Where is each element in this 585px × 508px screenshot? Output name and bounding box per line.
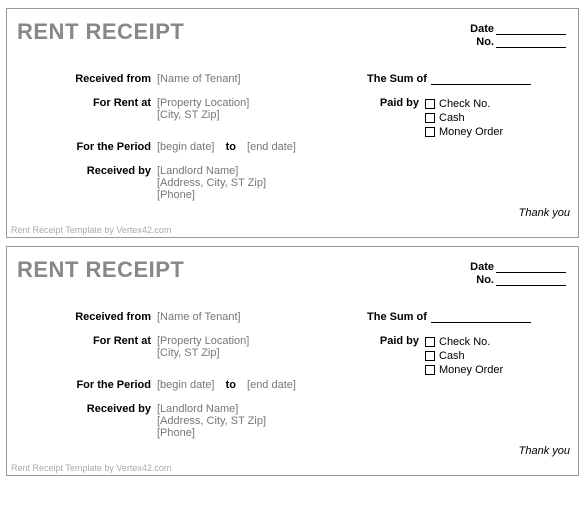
no-label: No. [476,36,494,48]
sum-line [431,73,531,85]
property-line2: [City, ST Zip] [157,109,367,121]
checkbox-cash [425,113,435,123]
to-label: to [218,379,244,391]
property-line1: [Property Location] [157,335,367,347]
paid-by-label: Paid by [367,335,425,377]
for-rent-label: For Rent at [17,335,157,377]
paid-by-label: Paid by [367,97,425,139]
pay-options: Check No. Cash Money Order [425,97,503,139]
period-values: [begin date] to [end date] [157,141,367,153]
meta-block: Date No. [470,261,566,287]
to-label: to [218,141,244,153]
pay-check-label: Check No. [439,336,490,348]
landlord-info: [Landlord Name] [Address, City, ST Zip] … [157,165,367,201]
received-from-label: Received from [17,311,157,323]
received-by-label: Received by [17,165,157,201]
checkbox-money-order [425,365,435,375]
pay-cash-label: Cash [439,350,465,362]
tenant-name: [Name of Tenant] [157,311,367,323]
pay-money-order-label: Money Order [439,126,503,138]
landlord-info: [Landlord Name] [Address, City, ST Zip] … [157,403,367,439]
pay-check-label: Check No. [439,98,490,110]
thank-you: Thank you [519,207,570,219]
begin-date: [begin date] [157,379,215,391]
received-by-label: Received by [17,403,157,439]
pay-cash-label: Cash [439,112,465,124]
begin-date: [begin date] [157,141,215,153]
checkbox-money-order [425,127,435,137]
footer-credit: Rent Receipt Template by Vertex42.com [11,225,171,235]
date-line [496,23,566,35]
sum-line [431,311,531,323]
sum-label: The Sum of [367,311,431,323]
rent-receipt: RENT RECEIPT Date No. Received from [Nam… [6,8,579,238]
date-line [496,261,566,273]
landlord-addr: [Address, City, ST Zip] [157,415,367,427]
period-label: For the Period [17,379,157,391]
landlord-phone: [Phone] [157,189,367,201]
period-label: For the Period [17,141,157,153]
property-line2: [City, ST Zip] [157,347,367,359]
thank-you: Thank you [519,445,570,457]
pay-options: Check No. Cash Money Order [425,335,503,377]
landlord-addr: [Address, City, ST Zip] [157,177,367,189]
property-location: [Property Location] [City, ST Zip] [157,97,367,139]
for-rent-label: For Rent at [17,97,157,139]
no-line [496,274,566,286]
checkbox-check [425,337,435,347]
checkbox-cash [425,351,435,361]
checkbox-check [425,99,435,109]
property-location: [Property Location] [City, ST Zip] [157,335,367,377]
pay-money-order-label: Money Order [439,364,503,376]
property-line1: [Property Location] [157,97,367,109]
no-line [496,36,566,48]
sum-label: The Sum of [367,73,431,85]
tenant-name: [Name of Tenant] [157,73,367,85]
landlord-name: [Landlord Name] [157,403,367,415]
date-label: Date [470,261,494,273]
footer-credit: Rent Receipt Template by Vertex42.com [11,463,171,473]
received-from-label: Received from [17,73,157,85]
landlord-name: [Landlord Name] [157,165,367,177]
meta-block: Date No. [470,23,566,49]
period-values: [begin date] to [end date] [157,379,367,391]
landlord-phone: [Phone] [157,427,367,439]
date-label: Date [470,23,494,35]
rent-receipt: RENT RECEIPT Date No. Received from [Nam… [6,246,579,476]
end-date: [end date] [247,379,296,391]
end-date: [end date] [247,141,296,153]
no-label: No. [476,274,494,286]
